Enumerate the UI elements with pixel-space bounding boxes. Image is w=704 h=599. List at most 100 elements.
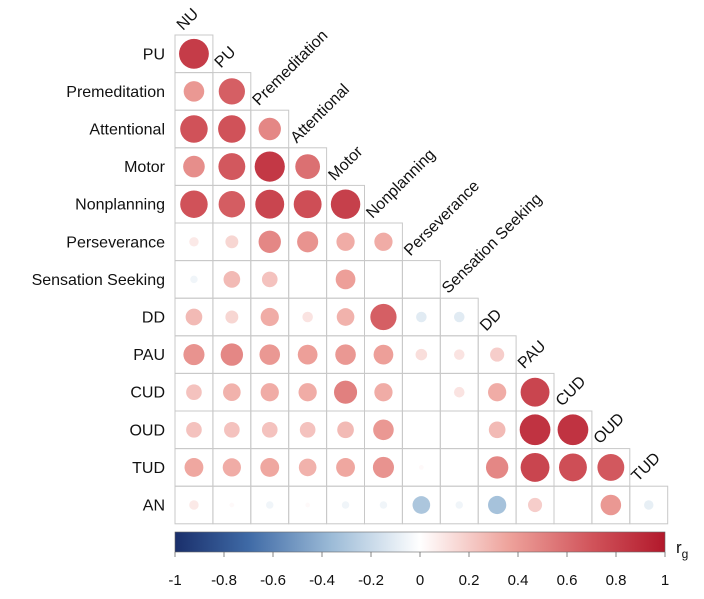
- row-label-premeditation: Premeditation: [66, 84, 165, 101]
- grid-cell: [401, 260, 441, 299]
- row-label-sensation-seeking: Sensation Seeking: [32, 272, 165, 289]
- correlation-circle: TUD / Perseverance: 0.02: [418, 465, 424, 470]
- correlation-circle: Perseverance / NU: 0.08: [189, 237, 199, 247]
- correlation-circle: AN / PU: 0.02: [229, 502, 235, 508]
- correlation-circle: CUD / NU: 0.22: [186, 384, 202, 401]
- grid-cell: [439, 448, 479, 487]
- colorbar-tick-label: -0.6: [260, 572, 286, 589]
- correlation-circle: AN / Motor: -0.05: [341, 501, 350, 509]
- correlation-circle: Perseverance / Motor: 0.3: [336, 232, 355, 251]
- correlation-circle: CUD / Attentional: 0.3: [298, 383, 317, 402]
- correlation-circle: OUD / Attentional: 0.22: [299, 421, 316, 438]
- correlation-circle: Premeditation / PU: 0.62: [218, 78, 245, 105]
- column-label-nonplanning: Nonplanning: [363, 146, 439, 222]
- row-label-cud: CUD: [130, 385, 165, 402]
- correlation-circle: Nonplanning / Premeditation: 0.75: [255, 189, 285, 219]
- row-label-perseverance: Perseverance: [66, 234, 165, 251]
- colorbar-tick-label: -0.4: [309, 572, 335, 589]
- correlation-circle: Nonplanning / PU: 0.63: [218, 190, 246, 218]
- grid-cell: [401, 410, 441, 450]
- correlation-circle: Attentional / NU: 0.68: [180, 115, 208, 143]
- correlation-circle: Sensation Seeking / NU: -0.05: [190, 275, 198, 284]
- correlation-circle: AN / NU: 0.08: [189, 500, 199, 510]
- column-label-motor: Motor: [325, 143, 366, 184]
- correlation-circle: PAU / Attentional: 0.35: [297, 344, 318, 365]
- column-label-nu: NU: [174, 5, 202, 33]
- correlation-circles: PU / NU: 0.8 Premeditation / NU: 0.38 Prem…: [179, 38, 654, 516]
- correlation-circle: CUD / PAU: 0.75: [520, 377, 550, 407]
- column-label-tud: TUD: [629, 450, 664, 485]
- correlation-circle: AN / Nonplanning: -0.05: [379, 501, 388, 509]
- colorbar-tick-label: 1: [661, 572, 669, 589]
- colorbar-gradient: [174, 531, 666, 553]
- row-labels: PU Premeditation Attentional Motor Nonplanni…: [32, 46, 166, 514]
- colorbar-tick-label: -1: [168, 572, 181, 589]
- grid-cell: [401, 372, 441, 412]
- correlation-circle: AN / Attentional: 0.02: [305, 502, 311, 508]
- correlation-circle: AN / TUD: -0.08: [644, 500, 654, 510]
- correlation-circle: Premeditation / NU: 0.38: [183, 81, 205, 102]
- colorbar-tick-label: 0.8: [606, 572, 627, 589]
- correlation-circle: Perseverance / Attentional: 0.4: [297, 231, 319, 253]
- correlation-circle: OUD / PU: 0.22: [224, 421, 240, 438]
- correlation-circle: Sensation Seeking / Premeditation: 0.22: [261, 271, 278, 288]
- correlation-circle: Perseverance / PU: 0.15: [225, 235, 239, 249]
- correlation-circle: AN / DD: -0.3: [488, 495, 507, 515]
- correlation-circle: Perseverance / Premeditation: 0.45: [258, 230, 281, 253]
- colorbar-ticks: -1 -0.8 -0.6 -0.4 -0.2 0 0.2 0.4 0.6 0.8 1: [168, 552, 669, 589]
- correlation-circle: DD / Motor: 0.28: [336, 308, 355, 326]
- column-label-attentional: Attentional: [288, 81, 353, 146]
- correlation-circle: Perseverance / Nonplanning: 0.3: [374, 232, 393, 251]
- grid-cell: [439, 410, 479, 450]
- correlation-circle: Motor / PU: 0.65: [218, 153, 246, 181]
- correlation-circle: PAU / Sensation Seeking: 0.1: [453, 349, 465, 360]
- row-label-an: AN: [143, 498, 165, 515]
- correlation-circle: AN / Premeditation: -0.05: [266, 501, 274, 509]
- colorbar-tick-label: 0.6: [557, 572, 578, 589]
- correlation-circle: TUD / DD: 0.45: [485, 456, 509, 479]
- correlation-circle: AN / PAU: 0.18: [527, 497, 543, 513]
- correlation-circle: DD / Sensation Seeking: -0.1: [453, 311, 465, 323]
- correlation-circle: TUD / NU: 0.32: [184, 457, 204, 477]
- correlation-circle: TUD / Attentional: 0.28: [298, 458, 317, 477]
- grid-cell: [364, 260, 403, 299]
- row-label-tud: TUD: [132, 460, 165, 477]
- correlation-circle: OUD / CUD: 0.85: [557, 414, 589, 446]
- row-label-motor: Motor: [124, 159, 166, 176]
- correlation-circle: AN / Perseverance: -0.28: [412, 496, 431, 514]
- correlation-circle: Nonplanning / Motor: 0.78: [330, 189, 361, 219]
- correlation-circle: Motor / Premeditation: 0.82: [254, 151, 285, 182]
- grid-cell: [553, 485, 593, 525]
- correlation-circle: DD / Perseverance: -0.1: [416, 311, 427, 323]
- correlation-circle: DD / Nonplanning: 0.62: [370, 303, 397, 331]
- correlation-circle: OUD / PAU: 0.85: [519, 414, 551, 446]
- correlation-circle: CUD / Sensation Seeking: 0.1: [453, 386, 465, 398]
- column-label-pu: PU: [212, 44, 240, 72]
- correlation-circle: TUD / PAU: 0.75: [520, 452, 550, 482]
- row-label-pu: PU: [143, 46, 165, 63]
- colorbar-title: rg: [676, 538, 688, 561]
- correlation-circle: AN / Sensation Seeking: -0.05: [455, 501, 463, 509]
- colorbar-tick-label: 0.4: [508, 572, 529, 589]
- column-label-cud: CUD: [553, 373, 590, 410]
- grid-cell: [288, 260, 328, 299]
- correlation-circle: PAU / DD: 0.18: [490, 347, 505, 362]
- correlation-circle: OUD / Nonplanning: 0.38: [373, 419, 394, 441]
- correlation-circle: DD / Attentional: 0.1: [302, 311, 313, 323]
- colorbar-tick-label: -0.8: [211, 572, 237, 589]
- row-label-attentional: Attentional: [89, 122, 165, 139]
- correlation-circle: Attentional / Premeditation: 0.45: [258, 117, 281, 141]
- colorbar-tick-label: 0: [416, 572, 424, 589]
- colorbar-tick-label: -0.2: [358, 572, 384, 589]
- column-label-perseverance: Perseverance: [401, 178, 483, 260]
- correlation-circle: TUD / PU: 0.3: [222, 458, 241, 477]
- matrix-grid: [174, 34, 669, 525]
- row-label-oud: OUD: [129, 422, 165, 439]
- column-label-premeditation: Premeditation: [250, 27, 332, 109]
- grid-cell: [629, 485, 669, 525]
- correlation-circle: CUD / Premeditation: 0.3: [260, 383, 279, 402]
- correlation-circle: TUD / CUD: 0.7: [559, 453, 587, 482]
- correlation-circle: CUD / DD: 0.3: [488, 383, 507, 402]
